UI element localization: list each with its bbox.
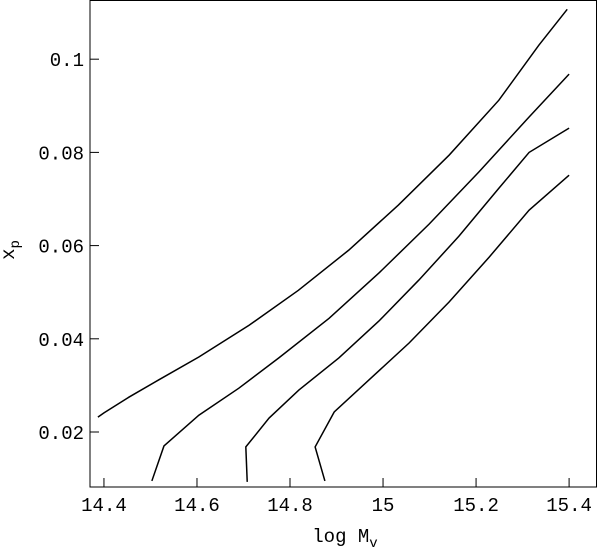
curve bbox=[314, 174, 570, 482]
y-tick-label: 0.02 bbox=[38, 423, 84, 445]
curve bbox=[97, 8, 568, 418]
plot-frame bbox=[89, 0, 597, 488]
x-tick-label: 15.4 bbox=[546, 495, 592, 517]
y-tick-label: 0.06 bbox=[38, 237, 84, 259]
curve bbox=[151, 73, 570, 482]
x-tick-label: 15 bbox=[372, 495, 395, 517]
x-tick-label: 15.2 bbox=[453, 495, 499, 517]
y-axis-label-main: x bbox=[0, 249, 20, 260]
x-tick-label: 14.4 bbox=[81, 495, 127, 517]
x-axis-label: log Mv bbox=[312, 526, 377, 547]
x-tick-label: 14.6 bbox=[174, 495, 220, 517]
x-axis-label-main: log M bbox=[312, 526, 369, 547]
x-tick-label: 14.8 bbox=[267, 495, 313, 517]
y-axis-label-sub: p bbox=[8, 240, 24, 248]
curve bbox=[245, 127, 570, 482]
y-tick-label: 0.04 bbox=[38, 330, 84, 352]
x-axis-label-sub: v bbox=[369, 536, 377, 547]
y-axis-label: xp bbox=[0, 240, 24, 260]
y-tick-label: 0.08 bbox=[38, 143, 84, 165]
y-tick-label: 0.1 bbox=[50, 50, 84, 72]
